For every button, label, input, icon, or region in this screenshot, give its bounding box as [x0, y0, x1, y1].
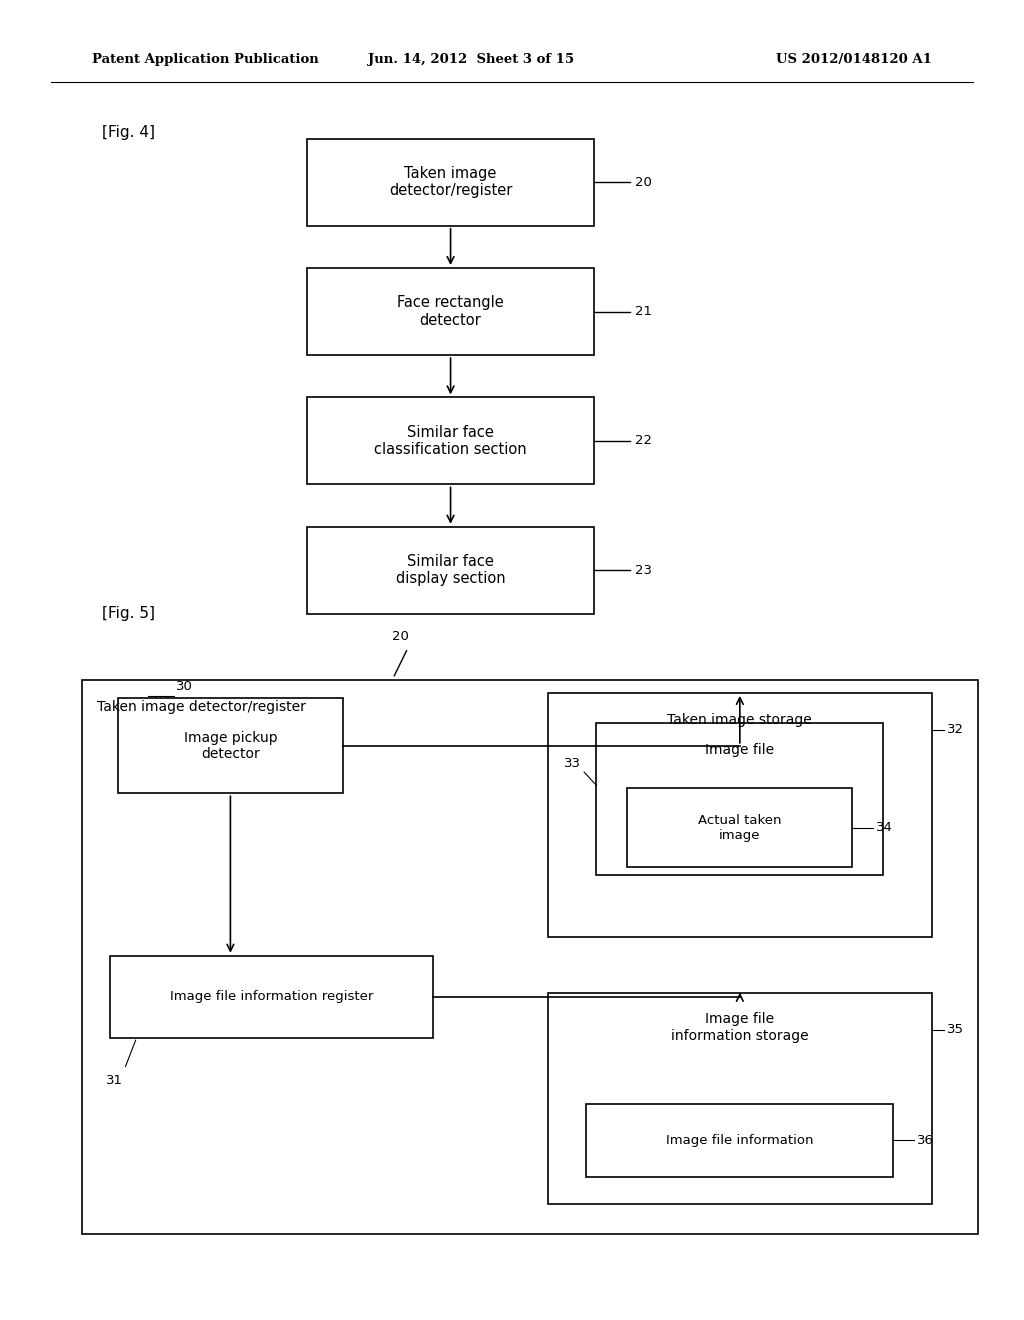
Text: 31: 31: [106, 1074, 124, 1088]
Text: 33: 33: [564, 756, 582, 770]
Text: 21: 21: [635, 305, 652, 318]
Bar: [548, 693, 932, 937]
Text: 30: 30: [176, 680, 193, 693]
Text: Similar face
display section: Similar face display section: [395, 554, 506, 586]
Text: 23: 23: [635, 564, 652, 577]
Bar: [586, 1104, 893, 1177]
Text: Taken image detector/register: Taken image detector/register: [97, 700, 306, 714]
Bar: [307, 139, 594, 226]
Bar: [307, 397, 594, 484]
Bar: [307, 527, 594, 614]
Bar: [548, 993, 932, 1204]
Bar: [118, 698, 343, 793]
Bar: [82, 680, 978, 1234]
Text: Image file information register: Image file information register: [170, 990, 373, 1003]
Text: 34: 34: [877, 821, 893, 834]
Text: Image pickup
detector: Image pickup detector: [183, 731, 278, 760]
Text: Image file: Image file: [706, 743, 774, 756]
Text: Patent Application Publication: Patent Application Publication: [92, 53, 318, 66]
Text: 36: 36: [918, 1134, 934, 1147]
Text: Taken image storage: Taken image storage: [668, 713, 812, 727]
Text: Image file
information storage: Image file information storage: [671, 1012, 809, 1043]
Text: 20: 20: [635, 176, 651, 189]
Text: Taken image
detector/register: Taken image detector/register: [389, 166, 512, 198]
Text: Image file information: Image file information: [666, 1134, 814, 1147]
Text: Jun. 14, 2012  Sheet 3 of 15: Jun. 14, 2012 Sheet 3 of 15: [368, 53, 574, 66]
Text: US 2012/0148120 A1: US 2012/0148120 A1: [776, 53, 932, 66]
Text: Similar face
classification section: Similar face classification section: [374, 425, 527, 457]
Bar: [596, 723, 883, 875]
Text: 20: 20: [392, 630, 409, 643]
Text: [Fig. 4]: [Fig. 4]: [102, 124, 156, 140]
Text: Actual taken
image: Actual taken image: [698, 813, 781, 842]
Bar: [111, 956, 432, 1038]
Text: Face rectangle
detector: Face rectangle detector: [397, 296, 504, 327]
Text: 22: 22: [635, 434, 652, 447]
Text: [Fig. 5]: [Fig. 5]: [102, 606, 156, 622]
Text: 35: 35: [947, 1023, 965, 1036]
Text: 32: 32: [947, 723, 965, 737]
Bar: [307, 268, 594, 355]
Bar: [627, 788, 852, 867]
